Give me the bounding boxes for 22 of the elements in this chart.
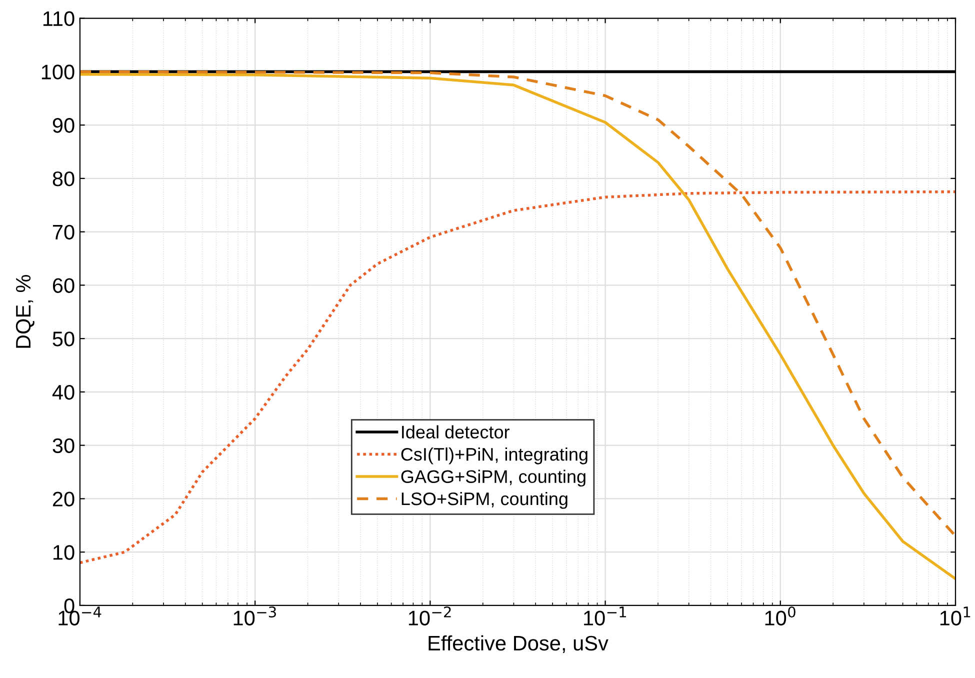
legend-label: CsI(Tl)+PiN, integrating: [401, 447, 588, 464]
y-tick-label: 80: [52, 171, 74, 186]
legend-label: Ideal detector: [402, 425, 510, 438]
y-tick-label: 10: [54, 545, 74, 560]
x-tick-label: 10$^{1}$: [940, 606, 970, 626]
y-tick-label: 30: [52, 438, 74, 454]
y-axis-title: DQE, %: [16, 275, 34, 348]
y-tick-label: 90: [52, 118, 74, 133]
y-tick-label: 40: [52, 384, 74, 400]
x-axis-title: Effective Dose, uSv: [428, 635, 608, 654]
legend-label: LSO+SiPM, counting: [402, 492, 568, 509]
y-tick-label: 60: [52, 278, 74, 293]
x-tick-label: 10$^{−3}$: [234, 606, 276, 626]
x-tick-label: 10$^{0}$: [765, 606, 796, 626]
y-tick-label: 100: [42, 64, 74, 80]
y-tick-label: 50: [52, 332, 74, 346]
x-tick-label: 10$^{−1}$: [584, 606, 626, 626]
y-tick-label: 110: [43, 11, 74, 26]
y-tick-label: 70: [52, 224, 74, 240]
y-tick-label: 20: [52, 492, 74, 506]
legend-label: GAGG+SiPM, counting: [401, 470, 586, 487]
x-tick-label: 10$^{−2}$: [408, 606, 451, 626]
